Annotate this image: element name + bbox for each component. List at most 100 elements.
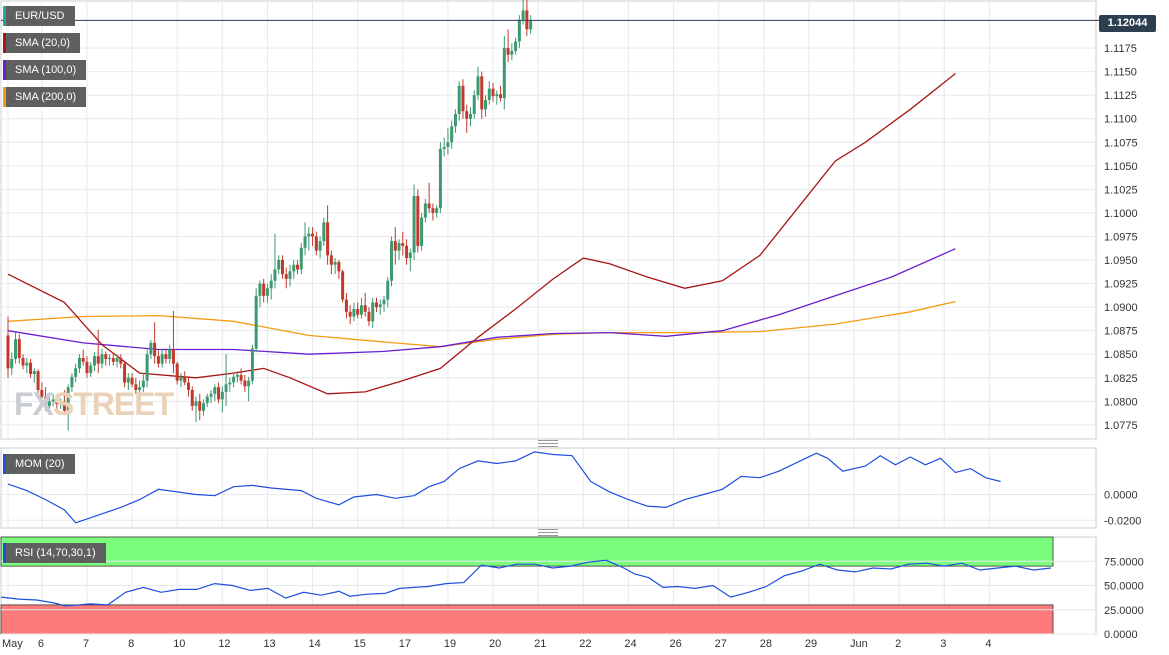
candle-body [14, 339, 18, 359]
candle [243, 374, 247, 392]
candle [393, 227, 397, 265]
candle-body [529, 20, 533, 30]
candle [371, 297, 375, 328]
candle-body [341, 271, 345, 300]
candle-body [168, 349, 172, 359]
candle-body [367, 311, 371, 322]
legend-item-sma20[interactable]: SMA (20,0) [3, 33, 81, 53]
candle-body [108, 357, 112, 359]
pane-resize-handle-mom[interactable] [538, 440, 558, 447]
x-tick-label: 7 [83, 638, 89, 650]
candle [47, 395, 51, 413]
candle-body [423, 203, 427, 218]
candle [412, 184, 416, 261]
price-tick-label: 1.1000 [1104, 208, 1138, 220]
candle [194, 396, 198, 423]
candle [59, 398, 63, 409]
candle [164, 348, 168, 364]
price-tick-label: 1.1175 [1104, 43, 1137, 55]
candle-body [333, 261, 337, 265]
candle-body [408, 252, 412, 259]
candle [224, 354, 228, 407]
candle [390, 236, 394, 287]
candle-body [499, 94, 503, 99]
candle [258, 280, 262, 308]
candle-body [514, 41, 518, 51]
candle-body [329, 255, 333, 265]
candle [115, 354, 119, 368]
candle [145, 349, 149, 388]
candle-body [44, 396, 48, 407]
candle [438, 142, 442, 213]
price-tick-label: 1.0875 [1104, 326, 1138, 338]
candle [209, 390, 213, 404]
candle [337, 260, 341, 279]
legend-item-sma200[interactable]: SMA (200,0) [3, 87, 87, 107]
candle-body [47, 401, 51, 407]
candle-body [126, 377, 130, 383]
candle [32, 368, 36, 383]
candle-body [213, 387, 217, 394]
candle-body [171, 349, 175, 364]
candle [62, 390, 66, 414]
candle [220, 386, 224, 413]
candle [138, 380, 142, 405]
candle-body [59, 401, 63, 405]
legend-swatch [3, 87, 6, 107]
candle-body [521, 10, 525, 20]
candle-body [405, 245, 409, 259]
candle [499, 85, 503, 102]
candle-body [356, 309, 360, 315]
legend-item-eurusd[interactable]: EUR/USD [3, 6, 75, 26]
candle-body [111, 357, 115, 362]
candle [130, 373, 134, 388]
x-tick-label: 27 [715, 638, 727, 650]
candle-body [183, 376, 187, 383]
candle [247, 376, 251, 402]
price-tick-label: 1.0850 [1104, 349, 1138, 361]
legend-item-sma100[interactable]: SMA (100,0) [3, 60, 87, 80]
legend-item-rsi[interactable]: RSI (14,70,30,1) [3, 543, 106, 563]
candle [81, 349, 85, 366]
candle [108, 354, 112, 366]
candle-body [115, 357, 119, 362]
x-tick-label: 10 [173, 638, 185, 650]
candle-body [280, 260, 284, 275]
watermark-part1: FX [14, 386, 54, 422]
price-tick-label: 1.0950 [1104, 255, 1138, 267]
pane-resize-handle-rsi[interactable] [538, 529, 558, 536]
legend-label: SMA (200,0) [15, 91, 77, 103]
candle-body [202, 403, 206, 411]
candle [17, 334, 21, 364]
candle-body [371, 302, 375, 322]
candle-body [303, 236, 307, 248]
candle-body [74, 368, 78, 377]
candle-body [153, 342, 157, 357]
candle [232, 373, 236, 388]
legend-label: SMA (20,0) [15, 37, 71, 49]
candle [228, 377, 232, 392]
rsi-tick-label: 50.0000 [1104, 581, 1144, 593]
price-tick-label: 1.0825 [1104, 373, 1138, 385]
candle [254, 288, 258, 353]
candle-body [363, 305, 367, 312]
candle-body [217, 387, 221, 400]
price-tick-label: 1.1125 [1104, 90, 1137, 102]
mom-line [7, 451, 1001, 524]
candle-body [352, 309, 356, 317]
candle-body [209, 393, 213, 397]
candle-body [314, 236, 318, 251]
candle [476, 66, 480, 100]
candle [100, 348, 104, 369]
legend-label: MOM (20) [15, 458, 65, 470]
candle-body [62, 401, 66, 411]
candle [341, 269, 345, 303]
x-tick-label: 12 [218, 638, 230, 650]
candle-body [66, 387, 70, 411]
candle [198, 393, 202, 421]
candle-body [175, 363, 179, 381]
candle [6, 316, 10, 378]
legend-item-mom[interactable]: MOM (20) [3, 454, 75, 474]
candle-body [416, 195, 420, 246]
